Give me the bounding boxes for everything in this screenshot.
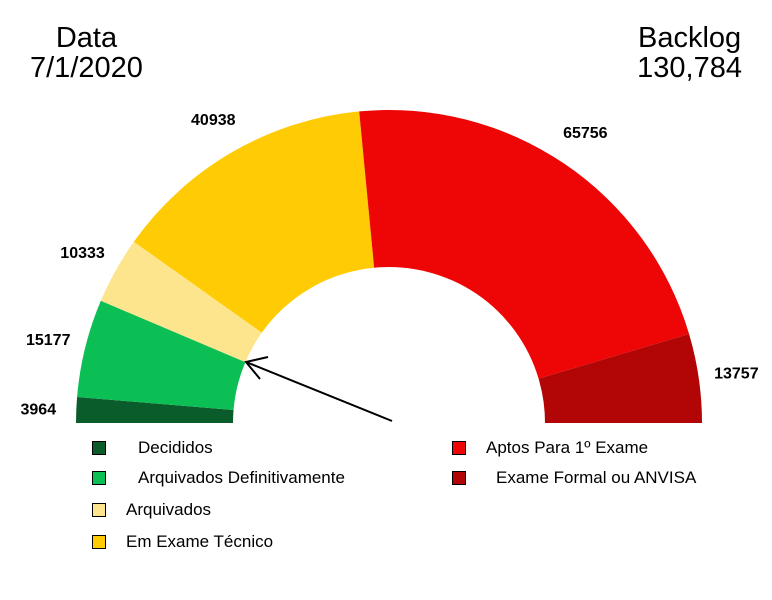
- slice-em-exame-tecnico: [133, 111, 375, 333]
- pointer-arrow: [244, 356, 393, 422]
- backlog-label: Backlog: [638, 22, 742, 54]
- slices-group: [76, 110, 702, 423]
- legend-label: Exame Formal ou ANVISA: [496, 468, 697, 487]
- data-label-em-exame-tecnico: 40938: [191, 112, 236, 129]
- legend-swatch: [92, 471, 106, 485]
- legend-item-aptos-para-1-exame: Aptos Para 1º Exame: [452, 438, 648, 458]
- backlog-value: 130,784: [637, 52, 742, 84]
- date-header: Data 7/1/2020: [30, 23, 143, 83]
- legend-item-arquivados-definitivamente: Arquivados Definitivamente: [92, 468, 345, 488]
- legend-swatch: [452, 441, 466, 455]
- data-label-arquivados-definitivamente: 15177: [26, 332, 71, 349]
- legend-label: Aptos Para 1º Exame: [486, 438, 649, 457]
- date-value: 7/1/2020: [30, 52, 143, 84]
- legend-item-em-exame-tecnico: Em Exame Técnico: [92, 532, 273, 552]
- legend-swatch: [92, 441, 106, 455]
- arrow-shaft: [245, 361, 393, 422]
- legend-label: Arquivados: [126, 500, 212, 519]
- data-label-aptos-para-1-exame: 65756: [563, 125, 608, 142]
- data-labels-group: 3964 15177 10333 40938 65756 13757: [21, 112, 759, 418]
- legend-item-exame-formal-ou-anvisa: Exame Formal ou ANVISA: [452, 468, 696, 488]
- legend-swatch: [92, 503, 106, 517]
- slice-exame-formal-ou-anvisa: [538, 334, 702, 423]
- date-label: Data: [55, 22, 118, 54]
- data-label-decididos: 3964: [21, 401, 57, 418]
- slice-arquivados-definitivamente: [77, 300, 246, 411]
- data-label-exame-formal-ou-anvisa: 13757: [714, 366, 759, 383]
- slice-decididos: [76, 397, 234, 423]
- backlog-header: Backlog 130,784: [637, 23, 742, 83]
- slice-aptos-para-1-exame: [359, 110, 690, 379]
- legend-swatch: [452, 471, 466, 485]
- data-label-arquivados: 10333: [60, 245, 105, 262]
- arrow-head: [244, 356, 269, 380]
- legend-label: Decididos: [138, 438, 213, 457]
- slice-arquivados: [100, 241, 262, 363]
- legend-label: Arquivados Definitivamente: [138, 468, 345, 487]
- legend-swatch: [92, 535, 106, 549]
- legend-label: Em Exame Técnico: [126, 532, 274, 551]
- legend-item-arquivados: Arquivados: [92, 500, 211, 520]
- legend-item-decididos: Decididos: [92, 438, 213, 458]
